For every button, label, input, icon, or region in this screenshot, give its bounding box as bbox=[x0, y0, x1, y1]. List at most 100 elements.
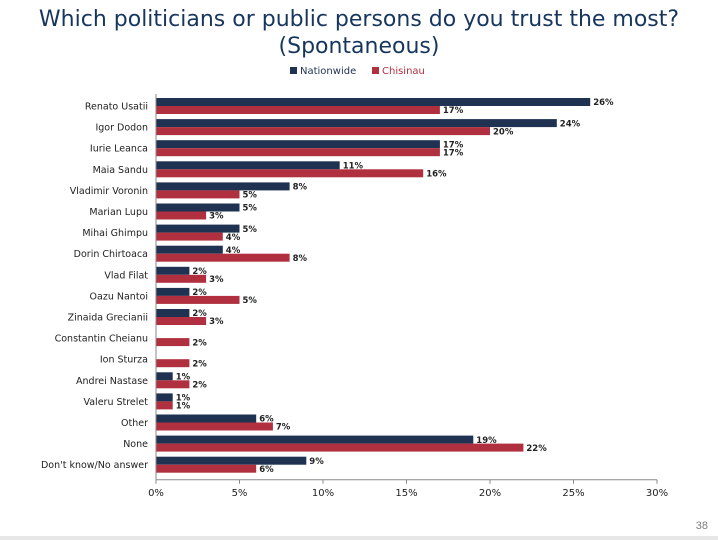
bar-chisinau bbox=[156, 148, 440, 157]
bar-chisinau bbox=[156, 106, 440, 114]
title-line-1: Which politicians or public persons do y… bbox=[38, 7, 680, 32]
category-label: Iurie Leanca bbox=[90, 144, 148, 155]
category-label: None bbox=[123, 439, 148, 450]
category-label: Renato Usatii bbox=[85, 102, 148, 113]
data-label: 24% bbox=[560, 119, 581, 129]
bar-chisinau bbox=[156, 401, 173, 410]
category-label: Vladimir Voronin bbox=[70, 186, 148, 197]
bar-nationwide bbox=[156, 245, 223, 254]
category-label: Andrei Nastase bbox=[76, 376, 148, 387]
bar-chisinau bbox=[156, 169, 424, 178]
page-number: 38 bbox=[695, 520, 708, 532]
category-label: Valeru Strelet bbox=[83, 397, 148, 408]
data-label: 17% bbox=[443, 140, 464, 150]
data-label: 17% bbox=[443, 148, 464, 158]
title-line-2: (Spontaneous) bbox=[278, 34, 440, 59]
x-tick-label: 5% bbox=[232, 488, 248, 499]
x-tick-label: 15% bbox=[395, 488, 417, 499]
data-label: 8% bbox=[293, 254, 308, 264]
legend-label-chisinau: Chisinau bbox=[382, 66, 425, 77]
data-label: 1% bbox=[176, 394, 191, 404]
bar-chisinau bbox=[156, 127, 490, 136]
data-label: 2% bbox=[192, 309, 207, 319]
data-label: 2% bbox=[192, 288, 207, 298]
data-label: 5% bbox=[243, 191, 258, 201]
bar-chisinau bbox=[156, 190, 240, 199]
data-label: 9% bbox=[309, 457, 324, 467]
data-label: 20% bbox=[493, 127, 514, 137]
bar-nationwide bbox=[156, 393, 173, 402]
data-label: 4% bbox=[226, 246, 241, 256]
data-label: 8% bbox=[293, 183, 308, 193]
category-label: Igor Dodon bbox=[95, 123, 148, 134]
bar-nationwide bbox=[156, 414, 257, 423]
data-label: 2% bbox=[192, 381, 207, 391]
data-label: 6% bbox=[259, 465, 274, 475]
bar-nationwide bbox=[156, 140, 440, 149]
bar-chisinau bbox=[156, 317, 207, 325]
data-label: 3% bbox=[209, 275, 224, 285]
bar-chisinau bbox=[156, 359, 190, 368]
bar-chisinau bbox=[156, 338, 190, 347]
category-label: Oazu Nantoi bbox=[90, 291, 148, 302]
data-label: 4% bbox=[226, 233, 241, 243]
legend-swatch-nationwide bbox=[290, 67, 297, 74]
x-tick-label: 0% bbox=[148, 488, 164, 499]
bar-chisinau bbox=[156, 274, 207, 283]
data-label: 2% bbox=[192, 338, 207, 348]
x-tick-label: 30% bbox=[646, 488, 668, 499]
category-label: Ion Sturza bbox=[100, 355, 148, 366]
data-label: 5% bbox=[243, 296, 258, 306]
bar-chisinau bbox=[156, 211, 207, 220]
bar-nationwide bbox=[156, 372, 173, 381]
data-label: 2% bbox=[192, 267, 207, 277]
slide-title: Which politicians or public persons do y… bbox=[0, 6, 718, 60]
category-label: Maia Sandu bbox=[93, 165, 148, 176]
category-label: Other bbox=[121, 418, 148, 429]
data-label: 7% bbox=[276, 423, 291, 433]
data-label: 3% bbox=[209, 212, 224, 222]
bar-chisinau bbox=[156, 443, 524, 452]
data-label: 1% bbox=[176, 373, 191, 383]
data-label: 17% bbox=[443, 106, 464, 116]
bar-nationwide bbox=[156, 182, 290, 191]
bottom-rule bbox=[0, 536, 718, 540]
bar-chisinau bbox=[156, 422, 273, 431]
legend-label-nationwide: Nationwide bbox=[300, 66, 356, 77]
x-tick-label: 25% bbox=[562, 488, 584, 499]
category-label: Don't know/No answer bbox=[41, 460, 148, 471]
data-label: 11% bbox=[343, 162, 364, 172]
data-label: 2% bbox=[192, 359, 207, 369]
data-label: 5% bbox=[243, 204, 258, 214]
data-label: 26% bbox=[593, 98, 614, 108]
category-label: Zinaida Grecianii bbox=[68, 313, 148, 324]
category-label: Vlad Filat bbox=[104, 270, 148, 281]
category-label: Mihai Ghimpu bbox=[82, 228, 148, 239]
bar-chisinau bbox=[156, 380, 190, 389]
data-label: 16% bbox=[426, 170, 447, 180]
bar-chisinau bbox=[156, 232, 223, 241]
bar-nationwide bbox=[156, 98, 591, 106]
bar-nationwide bbox=[156, 287, 190, 296]
x-tick-label: 20% bbox=[479, 488, 501, 499]
legend-swatch-chisinau bbox=[372, 67, 379, 74]
bar-nationwide bbox=[156, 309, 190, 317]
data-label: 22% bbox=[526, 444, 547, 454]
category-label: Marian Lupu bbox=[89, 207, 148, 218]
data-label: 3% bbox=[209, 317, 224, 327]
category-label: Dorin Chirtoaca bbox=[74, 249, 148, 260]
data-label: 6% bbox=[259, 415, 274, 425]
bar-nationwide bbox=[156, 456, 307, 465]
bar-nationwide bbox=[156, 266, 190, 275]
bar-nationwide bbox=[156, 203, 240, 212]
data-label: 1% bbox=[176, 402, 191, 412]
bar-nationwide bbox=[156, 119, 557, 128]
bar-nationwide bbox=[156, 224, 240, 233]
bar-chisinau bbox=[156, 464, 257, 473]
bar-nationwide bbox=[156, 161, 340, 170]
bar-chisinau bbox=[156, 253, 290, 262]
x-tick-label: 10% bbox=[312, 488, 334, 499]
category-label: Constantin Cheianu bbox=[55, 334, 148, 345]
data-label: 19% bbox=[476, 436, 497, 446]
